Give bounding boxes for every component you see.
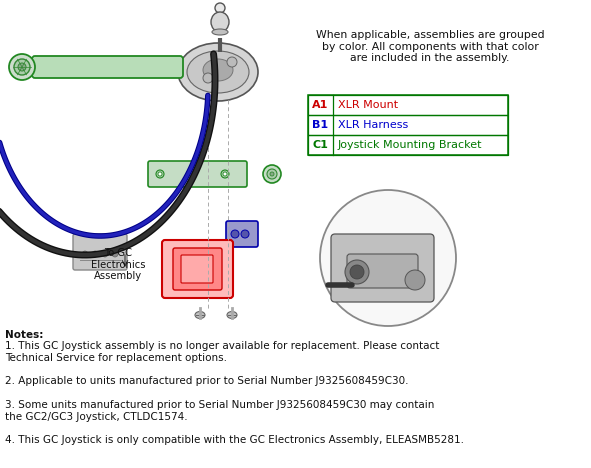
Circle shape (270, 172, 274, 176)
Text: B1: B1 (313, 120, 329, 130)
Circle shape (9, 54, 35, 80)
Circle shape (345, 260, 369, 284)
Circle shape (203, 73, 213, 83)
Bar (308, 95, 508, 115)
Ellipse shape (211, 12, 229, 32)
Text: XLR Harness: XLR Harness (338, 120, 408, 130)
Text: A1: A1 (312, 100, 329, 110)
Ellipse shape (227, 312, 237, 319)
Bar (308, 135, 508, 155)
Bar (308, 95, 508, 155)
Circle shape (241, 230, 249, 238)
Text: When applicable, assemblies are grouped
by color. All components with that color: When applicable, assemblies are grouped … (316, 30, 544, 63)
FancyBboxPatch shape (148, 161, 247, 187)
FancyBboxPatch shape (347, 254, 418, 288)
Text: 2. Applicable to units manufactured prior to Serial Number J9325608459C30.: 2. Applicable to units manufactured prio… (5, 376, 408, 386)
Text: 3. Some units manufactured prior to Serial Number J9325608459C30 may contain
the: 3. Some units manufactured prior to Seri… (5, 400, 434, 422)
FancyBboxPatch shape (226, 221, 258, 247)
Circle shape (320, 190, 456, 326)
Ellipse shape (203, 59, 233, 81)
Text: XLR Mount: XLR Mount (338, 100, 398, 110)
Ellipse shape (178, 43, 258, 101)
Circle shape (82, 251, 88, 257)
Circle shape (267, 169, 277, 179)
Circle shape (227, 57, 237, 67)
Circle shape (221, 170, 229, 178)
Text: 1. This GC Joystick assembly is no longer available for replacement. Please cont: 1. This GC Joystick assembly is no longe… (5, 341, 439, 363)
FancyBboxPatch shape (181, 255, 213, 283)
Circle shape (405, 270, 425, 290)
Circle shape (223, 172, 227, 176)
Ellipse shape (212, 29, 228, 35)
Text: 4. This GC Joystick is only compatible with the GC Electronics Assembly, ELEASMB: 4. This GC Joystick is only compatible w… (5, 435, 464, 445)
Text: Joystick Mounting Bracket: Joystick Mounting Bracket (338, 140, 482, 150)
Circle shape (158, 172, 162, 176)
Bar (308, 115, 508, 135)
Circle shape (18, 63, 26, 71)
Circle shape (231, 230, 239, 238)
Ellipse shape (195, 312, 205, 319)
Text: C1: C1 (313, 140, 329, 150)
FancyBboxPatch shape (162, 240, 233, 298)
FancyBboxPatch shape (173, 248, 222, 290)
FancyBboxPatch shape (73, 234, 127, 270)
Circle shape (112, 251, 118, 257)
Text: To GC
Electronics
Assembly: To GC Electronics Assembly (91, 248, 145, 281)
FancyBboxPatch shape (32, 56, 183, 78)
FancyBboxPatch shape (331, 234, 434, 302)
Circle shape (92, 251, 98, 257)
Circle shape (14, 59, 30, 75)
Circle shape (215, 3, 225, 13)
Circle shape (156, 170, 164, 178)
Text: Notes:: Notes: (5, 330, 43, 340)
Circle shape (350, 265, 364, 279)
Circle shape (102, 251, 108, 257)
Circle shape (263, 165, 281, 183)
Ellipse shape (187, 51, 249, 93)
